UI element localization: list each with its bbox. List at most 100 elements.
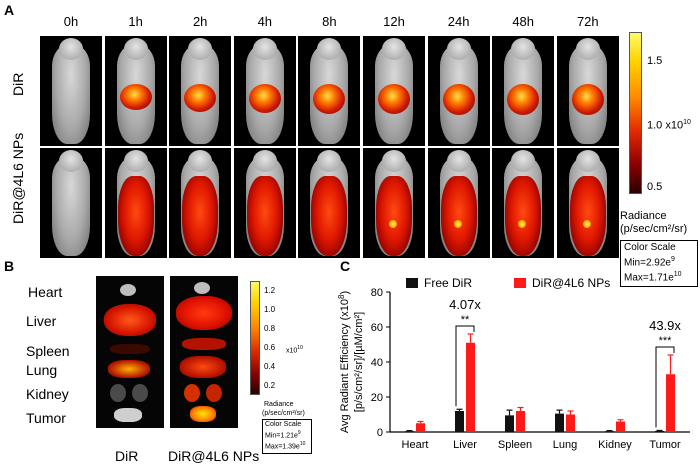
significance-stars: *** — [659, 335, 673, 347]
bar — [555, 413, 564, 432]
mouse-image — [104, 36, 167, 146]
organ-label-lung: Lung — [26, 362, 58, 378]
colorbar-a — [629, 32, 642, 194]
colorbar-b-tick: 0.6 — [264, 343, 276, 352]
colorbar-b — [250, 281, 260, 395]
legend-label: Free DiR — [424, 276, 472, 290]
ex-vivo-image-dir — [96, 276, 164, 428]
timepoint-label: 24h — [447, 14, 470, 29]
organ-label-tumor: Tumor — [26, 410, 66, 426]
mouse-image — [169, 148, 232, 258]
color-scale-max: Max=1.71e10 — [624, 271, 682, 284]
y-tick-label: 60 — [371, 322, 383, 334]
group-label-dir: DiR — [115, 448, 139, 464]
color-scale-b-max: Max=1.39e10 — [265, 441, 306, 451]
organ-label-heart: Heart — [28, 284, 63, 300]
mouse-image — [40, 36, 102, 146]
timepoint-label: 4h — [257, 14, 273, 29]
colorbar-b-tick: 1.0 — [264, 305, 276, 314]
row-label-dir: DiR — [10, 72, 26, 96]
colorbar-a-scale-box: Color Scale Min=2.92e9 Max=1.71e10 — [620, 240, 698, 287]
colorbar-b-tick: 1.2 — [264, 286, 276, 295]
color-scale-b-min: Min=1.21e9 — [265, 430, 301, 440]
color-scale-min: Min=2.92e9 — [624, 256, 675, 269]
y-tick-label: 80 — [371, 287, 383, 299]
fold-change-label: 4.07x — [449, 297, 481, 312]
color-scale-b-title: Color Scale — [265, 421, 302, 428]
mouse-image — [40, 148, 102, 258]
panel-letter-b: B — [4, 258, 15, 274]
mouse-image — [427, 148, 490, 258]
timepoint-label: 1h — [128, 14, 143, 29]
colorbar-a-radiance-units: (p/sec/cm²/sr) — [620, 223, 688, 235]
bar — [666, 374, 675, 432]
color-scale-title: Color Scale — [624, 242, 676, 253]
organ-label-spleen: Spleen — [26, 343, 70, 359]
mouse-image — [492, 148, 555, 258]
y-tick-label: 20 — [371, 392, 383, 404]
mouse-image — [556, 36, 619, 146]
panel-letter-c: C — [340, 258, 351, 274]
bar — [466, 342, 475, 432]
mouse-image — [363, 148, 425, 258]
y-axis-label: Avg Radiant Efficiency (x108) — [337, 291, 351, 433]
significance-stars: ** — [461, 314, 470, 326]
colorbar-b-tick: 0.2 — [264, 381, 276, 390]
x-tick-label: Kidney — [598, 439, 632, 451]
bar — [516, 411, 525, 432]
colorbar-b-radiance-units: (p/sec/cm²/sr) — [262, 410, 305, 417]
bar — [455, 411, 464, 432]
organ-label-kidney: Kidney — [26, 386, 69, 402]
legend-swatch — [514, 278, 526, 288]
mouse-image — [169, 36, 232, 146]
x-tick-label: Lung — [553, 439, 577, 451]
mouse-image — [298, 36, 361, 146]
y-axis-label-units: [p/s/cm²/sr]/[µM/cm²] — [353, 312, 365, 412]
x-tick-label: Tumor — [649, 439, 681, 451]
x-tick-label: Heart — [402, 439, 429, 451]
group-label-dir-4l6-nps: DiR@4L6 NPs — [168, 448, 260, 464]
mouse-image — [298, 148, 361, 258]
mouse-image — [233, 36, 296, 146]
mouse-image — [233, 148, 296, 258]
bar-chart: 0 20 40 60 80 Avg Radiant Efficiency (x108)[p… — [337, 276, 690, 451]
timepoint-label: 8h — [322, 14, 337, 29]
row-label-dir-4l6-nps: DiR@4L6 NPs — [10, 132, 26, 224]
significance-bracket — [655, 346, 675, 428]
colorbar-b-scale-box: Color Scale Min=1.21e9 Max=1.39e10 — [262, 419, 312, 454]
bar — [405, 431, 414, 432]
colorbar-b-multiplier: x1010 — [286, 345, 303, 355]
mouse-image — [492, 36, 555, 146]
colorbar-a-tick-0-5: 0.5 — [647, 181, 663, 193]
x-tick-label: Spleen — [498, 439, 532, 451]
x-tick-label: Liver — [453, 439, 477, 451]
bar — [505, 415, 514, 432]
colorbar-a-tick-1-0: 1.0 x1010 — [647, 119, 691, 132]
bar — [655, 430, 664, 432]
mouse-image — [556, 148, 619, 258]
ex-vivo-image-dir-4l6-nps — [170, 276, 238, 428]
timepoint-label: 48h — [512, 14, 535, 29]
y-tick-label: 40 — [371, 357, 383, 369]
timepoint-label: 2h — [192, 14, 208, 29]
mouse-image — [363, 36, 425, 146]
y-tick-label: 0 — [377, 427, 383, 439]
timepoint-label: 72h — [576, 14, 599, 29]
colorbar-b-tick: 0.8 — [264, 324, 276, 333]
panel-letter-a: A — [4, 2, 15, 18]
legend-swatch — [406, 278, 418, 288]
legend-label: DiR@4L6 NPs — [532, 276, 610, 290]
colorbar-b-radiance-label: Radiance — [264, 401, 294, 408]
significance-bracket — [455, 325, 475, 407]
colorbar-b-tick: 0.4 — [264, 362, 276, 371]
mouse-image — [427, 36, 490, 146]
bar — [566, 414, 575, 432]
mouse-image — [104, 148, 167, 258]
bar — [616, 421, 625, 432]
colorbar-a-radiance-label: Radiance — [620, 210, 667, 222]
bar — [416, 423, 425, 432]
timepoint-label: 12h — [383, 14, 405, 29]
fold-change-label: 43.9x — [649, 318, 681, 333]
colorbar-a-tick-1-5: 1.5 — [647, 55, 663, 67]
timepoint-label: 0h — [63, 14, 79, 29]
